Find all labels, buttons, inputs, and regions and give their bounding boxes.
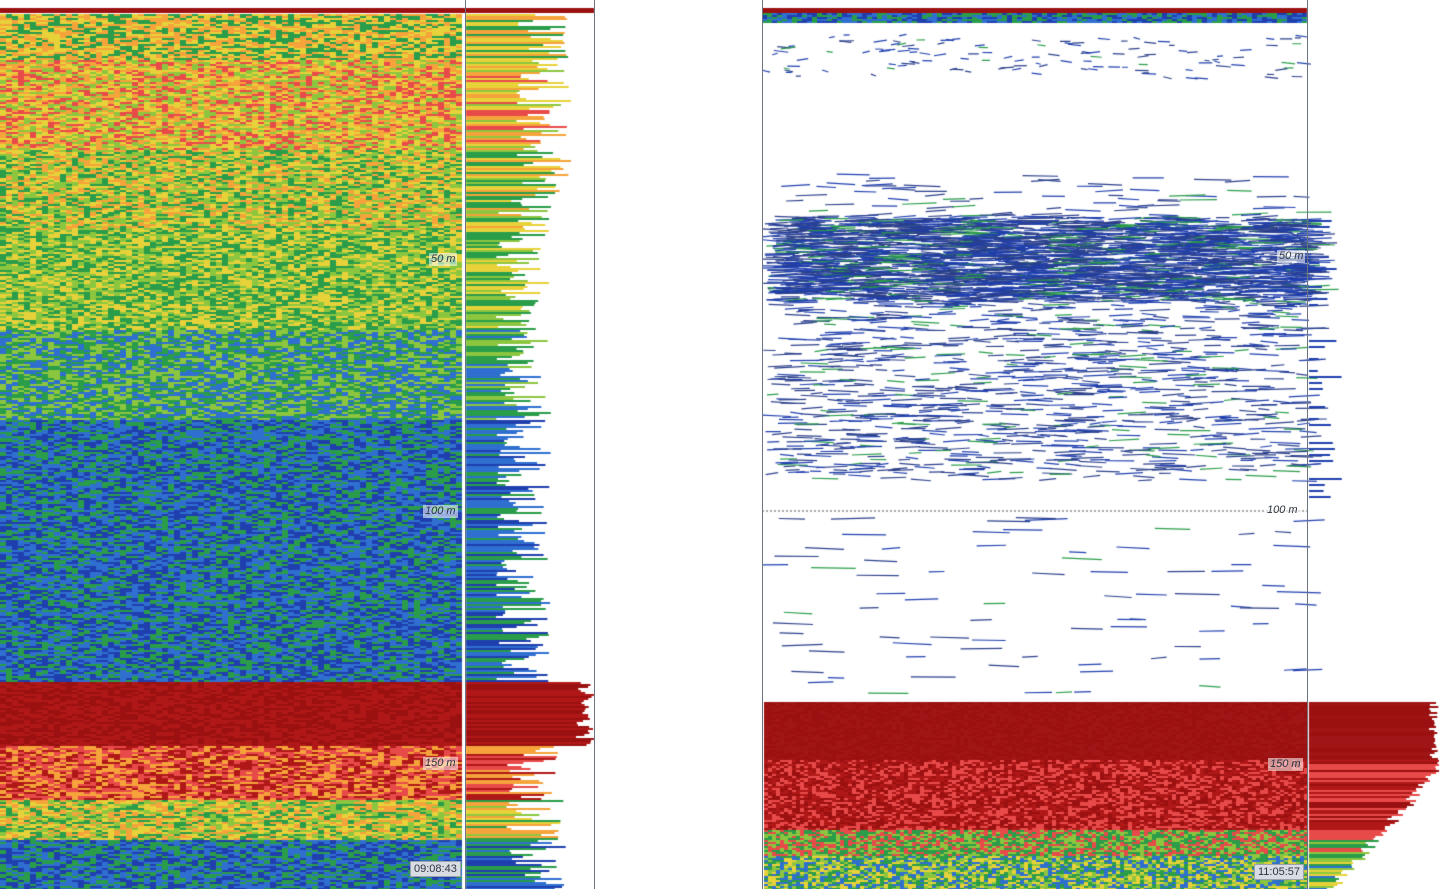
depth-label-50: 50 m (429, 253, 458, 266)
echogram-canvas-right[interactable] (762, 0, 1440, 889)
echogram-panel-right[interactable]: 50 m 100 m 150 m 11:05:57 (762, 0, 1440, 889)
ping-timestamp: 09:08:43 (410, 861, 461, 877)
panel-edge (762, 0, 763, 889)
ping-timestamp: 11:05:57 (1254, 864, 1305, 880)
depth-label-150: 150 m (1268, 758, 1303, 771)
profile-divider (465, 0, 466, 889)
depth-label-150: 150 m (423, 757, 458, 770)
panel-edge (594, 0, 595, 889)
depth-label-50: 50 m (1277, 250, 1306, 263)
depth-label-100: 100 m (1265, 504, 1300, 517)
echogram-canvas-left[interactable] (0, 0, 596, 889)
profile-divider (1307, 0, 1308, 889)
depth-label-100: 100 m (423, 505, 458, 518)
echogram-panel-left[interactable]: 50 m 100 m 150 m 09:08:43 (0, 0, 596, 889)
